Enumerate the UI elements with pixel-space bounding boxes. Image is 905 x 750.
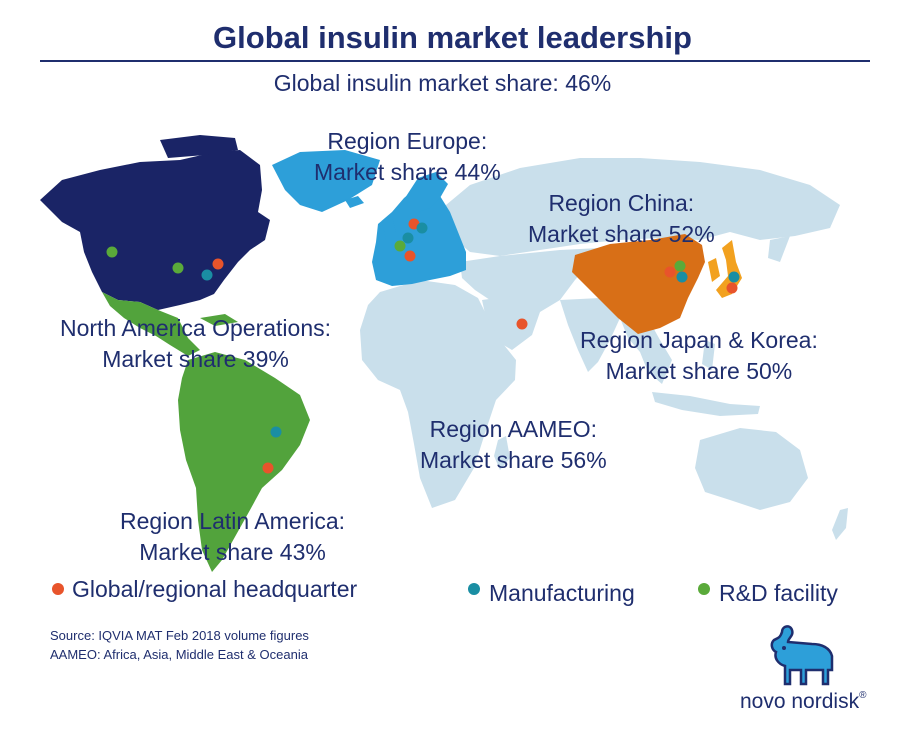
label-region-china: Region China: Market share 52% [528,188,715,250]
indonesia-region [652,392,760,416]
region-china-share: Market share 52% [528,221,715,247]
registered-mark-icon: ® [859,690,867,701]
region-north-america-name: North America Operations: [60,315,332,341]
legend-rnd-label: R&D facility [719,580,838,606]
label-region-aameo: Region AAMEO: Market share 56% [420,414,607,476]
greenland-region [272,150,380,212]
region-europe-name: Region Europe: [327,128,488,154]
manufacturing-dot-europe [402,232,414,244]
global-market-share: Global insulin market share: 46% [273,70,612,96]
russia-region [440,158,840,256]
rnd-dot-midwest [172,262,184,274]
hq-dot-dubai [516,318,528,330]
southeast-asia-region [620,318,672,384]
brand-logo-text: novo nordisk® [740,690,866,714]
title-underline [40,60,870,62]
region-china-name: Region China: [548,190,695,216]
rnd-dot-europe [394,240,406,252]
manufacturing-dot-denmark [416,222,428,234]
source-line: Source: IQVIA MAT Feb 2018 volume figure… [50,628,309,643]
region-aameo-share: Market share 56% [420,447,607,473]
north-america-region [40,150,270,310]
label-region-north-america: North America Operations: Market share 3… [60,313,331,375]
legend-manufacturing-label: Manufacturing [489,580,635,606]
hq-dot-beijing [664,266,676,278]
region-north-america-share: Market share 39% [102,346,289,372]
rnd-dot-seattle [106,246,118,258]
hq-dot-switzerland [404,250,416,262]
iceland-region [345,196,364,208]
hq-dot-tokyo [726,282,738,294]
region-aameo-name: Region AAMEO: [429,416,598,442]
manufacturing-dot-japan [728,271,740,283]
india-region [560,298,620,372]
central-america-region [102,292,200,356]
label-region-europe: Region Europe: Market share 44% [314,126,501,188]
region-latin-america-share: Market share 43% [139,539,326,565]
legend-manufacturing-dot [468,583,480,595]
caribbean-region [200,314,238,326]
apis-bull-logo-icon [770,625,834,686]
europe-region [372,186,466,286]
manufacturing-dot-north-america [201,269,213,281]
region-europe-share: Market share 44% [314,159,501,185]
label-region-latin-america: Region Latin America: Market share 43% [120,506,345,568]
region-japan-korea-share: Market share 50% [605,358,793,384]
source-note: Source: IQVIA MAT Feb 2018 volume figure… [50,626,309,664]
legend-rnd-dot [698,583,710,595]
south-america-region [178,352,310,572]
japan-region [716,240,742,298]
philippines-region [702,340,715,370]
page-title: Global insulin market leadership [213,20,692,55]
label-region-japan-korea: Region Japan & Korea: Market share 50% [580,325,818,387]
arctic-islands-region [160,135,238,158]
region-latin-america-name: Region Latin America: [120,508,346,534]
korea-region [708,258,720,282]
region-japan-korea-name: Region Japan & Korea: [580,327,818,353]
uk-region [382,216,396,240]
scandinavia-region [405,172,448,212]
brand-name: novo nordisk [740,690,860,713]
rnd-dot-beijing [674,260,686,272]
legend-hq-dot [52,583,64,595]
china-region [572,234,705,334]
central-asia-region [460,248,600,330]
legend-hq-label: Global/regional headquarter [72,576,358,602]
new-zealand-region [832,508,848,540]
australia-region [695,428,808,510]
hq-dot-north-america [212,258,224,270]
aameo-definition-line: AAMEO: Africa, Asia, Middle East & Ocean… [50,647,308,662]
manufacturing-dot-tianjin [676,271,688,283]
hq-dot-brazil [262,462,274,474]
africa-region [360,280,516,508]
madagascar-region [494,436,510,470]
kamchatka-region [768,236,790,262]
manufacturing-dot-brazil [270,426,282,438]
